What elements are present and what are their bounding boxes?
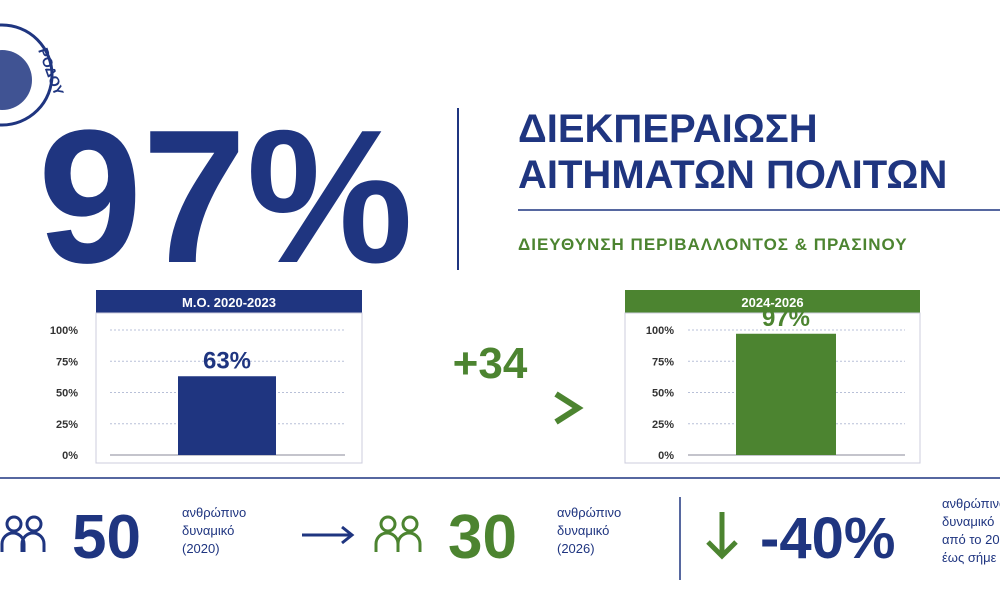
stat-number: -40% — [760, 506, 895, 571]
stat-text: δυναμικό — [557, 523, 609, 538]
change-arrowhead — [554, 391, 584, 425]
bar — [736, 333, 836, 455]
y-tick-label: 50% — [56, 388, 78, 400]
value-label: 97% — [762, 305, 810, 332]
y-tick-label: 25% — [56, 419, 78, 431]
chart-title: 2024-2026 — [741, 295, 803, 310]
y-tick-label: 100% — [646, 325, 674, 337]
logo-emblem — [0, 50, 32, 110]
chart-title: Μ.Ο. 2020-2023 — [182, 295, 276, 310]
title-line: ΑΙΤΗΜΑΤΩΝ ΠΟΛΙΤΩΝ — [518, 153, 947, 197]
chart-header — [96, 290, 362, 313]
change-label: +34 — [453, 339, 528, 388]
y-tick-label: 75% — [56, 356, 78, 368]
y-tick-label: 0% — [658, 450, 674, 462]
stat-number: 30 — [448, 503, 517, 572]
y-tick-label: 50% — [652, 388, 674, 400]
arrow-down — [706, 512, 738, 560]
stat-text: έως σήμε — [942, 550, 997, 565]
y-tick-label: 100% — [50, 325, 78, 337]
stat-text: από το 20 — [942, 532, 1000, 547]
stat-text: ανθρώπινο — [182, 505, 246, 520]
people-icon — [0, 515, 46, 552]
stat-text: δυναμικό — [942, 514, 994, 529]
stat-text: ανθρώπινο — [942, 496, 1000, 511]
people-icon — [374, 515, 422, 552]
title-line: ΔΙΕΚΠΕΡΑΙΩΣΗ — [518, 107, 818, 151]
chart-header — [625, 290, 920, 313]
stat-text: ανθρώπινο — [557, 505, 621, 520]
headline: 97% — [38, 91, 413, 303]
chart-frame — [95, 312, 363, 464]
arrow-right — [302, 525, 355, 545]
stat-text: (2020) — [182, 541, 220, 556]
y-tick-label: 75% — [652, 356, 674, 368]
y-tick-label: 25% — [652, 419, 674, 431]
bar — [178, 376, 276, 455]
stat-number: 50 — [72, 503, 141, 572]
value-label: 63% — [203, 347, 251, 374]
stat-text: δυναμικό — [182, 523, 234, 538]
subtitle: ΔΙΕΥΘΥΝΣΗ ΠΕΡΙΒΑΛΛΟΝΤΟΣ & ΠΡΑΣΙΝΟΥ — [518, 235, 908, 254]
logo-ring — [0, 23, 54, 127]
y-tick-label: 0% — [62, 450, 78, 462]
stat-text: (2026) — [557, 541, 595, 556]
chart-frame — [624, 312, 921, 464]
